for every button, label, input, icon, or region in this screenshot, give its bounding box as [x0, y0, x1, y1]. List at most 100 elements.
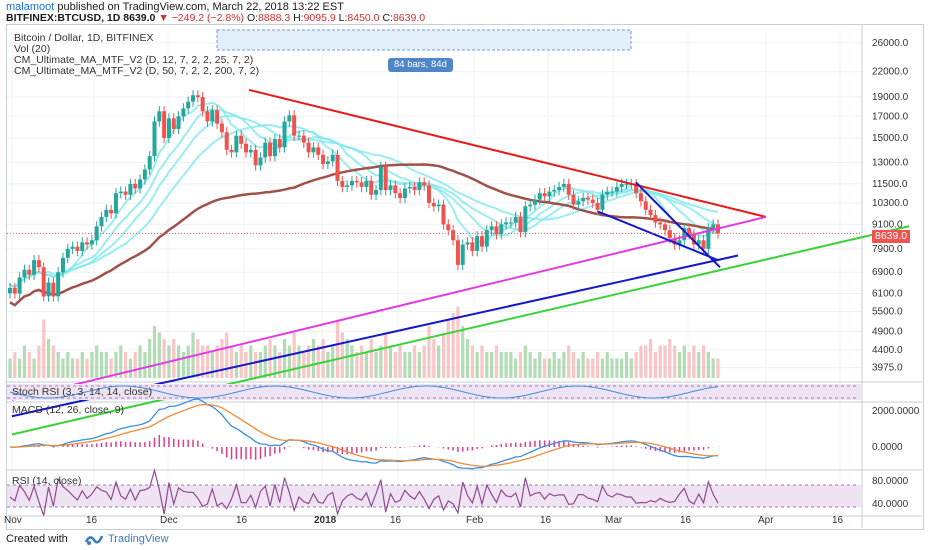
- candle-body: [113, 193, 118, 214]
- volume-bar: [22, 345, 27, 378]
- candle-body: [455, 240, 460, 265]
- volume-bar: [176, 345, 181, 378]
- volume-bar: [465, 339, 470, 378]
- time-tick-label: Feb: [466, 515, 484, 526]
- volume-bar: [27, 352, 31, 378]
- volume-bar: [692, 345, 696, 378]
- candle-body: [407, 186, 412, 189]
- candle-body: [147, 156, 152, 170]
- price-tick-label: 22000.0: [872, 67, 909, 78]
- candle-body: [349, 180, 354, 186]
- high-value: 9095.9: [303, 12, 336, 24]
- candle-body: [272, 139, 277, 157]
- volume-bar: [393, 352, 397, 378]
- volume-bar: [229, 345, 234, 378]
- wedge-line: [597, 210, 719, 262]
- candle-body: [672, 238, 677, 245]
- current-price-tag: 8639.0: [872, 230, 911, 243]
- candle-body: [687, 228, 692, 235]
- volume-bar: [595, 352, 600, 378]
- trendline-magenta: [11, 215, 767, 401]
- volume-bar: [364, 352, 369, 378]
- candle-body: [51, 282, 56, 297]
- time-tick-label: 16: [86, 515, 98, 526]
- volume-bar: [600, 358, 605, 378]
- candle-body: [157, 111, 162, 122]
- volume-bar: [658, 345, 662, 378]
- volume-bar: [234, 352, 238, 378]
- volume-bar: [475, 352, 479, 378]
- volume-bar: [379, 345, 383, 378]
- volume-bar: [162, 339, 166, 378]
- candle-body: [85, 242, 90, 245]
- volume-bar: [51, 345, 55, 378]
- candle-body: [648, 209, 653, 216]
- volume-bar: [509, 352, 513, 378]
- candle-body: [282, 121, 287, 148]
- candle-body: [595, 202, 600, 210]
- volume-bar: [254, 352, 258, 378]
- candle-body: [508, 222, 513, 224]
- chart-legend: Bitcoin / Dollar, 1D, BITFINEX Vol (20) …: [14, 33, 259, 77]
- legend-volume: Vol (20): [14, 43, 51, 55]
- candle-body: [215, 110, 220, 124]
- volume-bar: [677, 352, 682, 378]
- volume-bar: [711, 358, 715, 378]
- candle-body: [181, 108, 186, 117]
- volume-bar: [701, 345, 706, 378]
- time-tick-label: 16: [680, 515, 692, 526]
- price-tick-label: 5500.0: [872, 306, 903, 317]
- candle-body: [335, 154, 340, 181]
- price-tick-label: 7900.0: [872, 244, 903, 255]
- ma-cyan-line: [9, 101, 719, 289]
- candle-body: [128, 183, 133, 195]
- candle-body: [287, 115, 292, 122]
- ma-cyan-line: [9, 114, 719, 289]
- tradingview-brand[interactable]: TradingView: [108, 533, 169, 545]
- volume-bar: [682, 345, 686, 378]
- price-tick-label: 26000.0: [872, 38, 909, 49]
- candle-body: [224, 132, 229, 150]
- candle-body: [378, 166, 383, 191]
- close-label: C:: [382, 12, 393, 24]
- volume-bar: [504, 352, 508, 378]
- volume-bar: [273, 345, 277, 378]
- volume-bar: [307, 345, 311, 378]
- candle-body: [557, 186, 562, 191]
- price-tick-label: 13000.0: [872, 158, 909, 169]
- volume-bar: [292, 332, 296, 378]
- volume-bar: [417, 352, 421, 378]
- volume-bar: [567, 345, 571, 378]
- volume-bar: [18, 358, 22, 378]
- volume-bar: [157, 332, 161, 378]
- volume-bar: [326, 352, 330, 378]
- volume-bar: [37, 345, 41, 378]
- candle-body: [166, 118, 171, 138]
- volume-bar: [528, 352, 532, 378]
- volume-bar: [576, 358, 580, 378]
- candle-body: [561, 183, 566, 187]
- candle-body: [99, 216, 104, 227]
- candle-body: [138, 179, 143, 189]
- volume-bar: [282, 339, 287, 378]
- volume-bar: [133, 352, 137, 378]
- volume-bar: [104, 352, 108, 378]
- volume-bar: [518, 352, 523, 378]
- volume-bar: [210, 352, 214, 378]
- volume-bar: [186, 345, 190, 378]
- candle-body: [696, 240, 701, 245]
- author-link[interactable]: malamoot: [6, 1, 55, 13]
- candle-body: [205, 111, 210, 122]
- volume-bar: [311, 339, 316, 378]
- volume-bar: [571, 352, 576, 378]
- time-tick-label: Dec: [160, 515, 178, 526]
- time-tick-label: 16: [832, 515, 844, 526]
- volume-bar: [123, 352, 128, 378]
- candle-body: [56, 272, 61, 297]
- candle-body: [176, 116, 181, 129]
- candle-body: [480, 236, 484, 247]
- volume-bar: [557, 358, 561, 378]
- created-with-text: Created with: [6, 533, 68, 545]
- volume-bar: [13, 352, 17, 378]
